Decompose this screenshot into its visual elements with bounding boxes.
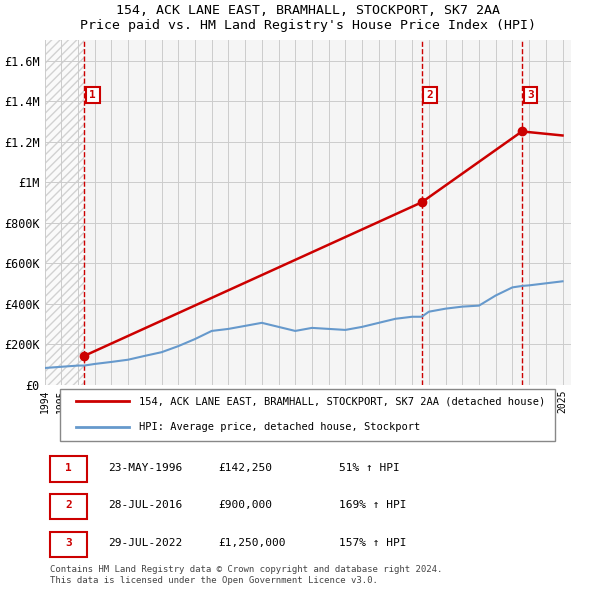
Text: HPI: Average price, detached house, Stockport: HPI: Average price, detached house, Stoc… bbox=[139, 422, 421, 432]
FancyBboxPatch shape bbox=[50, 494, 87, 519]
Text: 2: 2 bbox=[65, 500, 72, 510]
Text: 29-JUL-2022: 29-JUL-2022 bbox=[108, 538, 182, 548]
Text: £900,000: £900,000 bbox=[218, 500, 272, 510]
Text: This data is licensed under the Open Government Licence v3.0.: This data is licensed under the Open Gov… bbox=[50, 576, 378, 585]
Text: 169% ↑ HPI: 169% ↑ HPI bbox=[340, 500, 407, 510]
FancyBboxPatch shape bbox=[50, 532, 87, 557]
Text: 157% ↑ HPI: 157% ↑ HPI bbox=[340, 538, 407, 548]
Text: 28-JUL-2016: 28-JUL-2016 bbox=[108, 500, 182, 510]
Text: 1: 1 bbox=[89, 90, 96, 100]
Text: 2: 2 bbox=[427, 90, 433, 100]
Text: 154, ACK LANE EAST, BRAMHALL, STOCKPORT, SK7 2AA (detached house): 154, ACK LANE EAST, BRAMHALL, STOCKPORT,… bbox=[139, 396, 545, 406]
Text: 3: 3 bbox=[65, 538, 72, 548]
Title: 154, ACK LANE EAST, BRAMHALL, STOCKPORT, SK7 2AA
Price paid vs. HM Land Registry: 154, ACK LANE EAST, BRAMHALL, STOCKPORT,… bbox=[80, 4, 536, 32]
FancyBboxPatch shape bbox=[61, 389, 555, 441]
Text: Contains HM Land Registry data © Crown copyright and database right 2024.: Contains HM Land Registry data © Crown c… bbox=[50, 565, 442, 574]
Text: 23-MAY-1996: 23-MAY-1996 bbox=[108, 463, 182, 473]
FancyBboxPatch shape bbox=[50, 457, 87, 481]
Text: 51% ↑ HPI: 51% ↑ HPI bbox=[340, 463, 400, 473]
Bar bbox=[44, 40, 85, 385]
Text: £142,250: £142,250 bbox=[218, 463, 272, 473]
Text: 3: 3 bbox=[527, 90, 533, 100]
Text: £1,250,000: £1,250,000 bbox=[218, 538, 286, 548]
Text: 1: 1 bbox=[65, 463, 72, 473]
